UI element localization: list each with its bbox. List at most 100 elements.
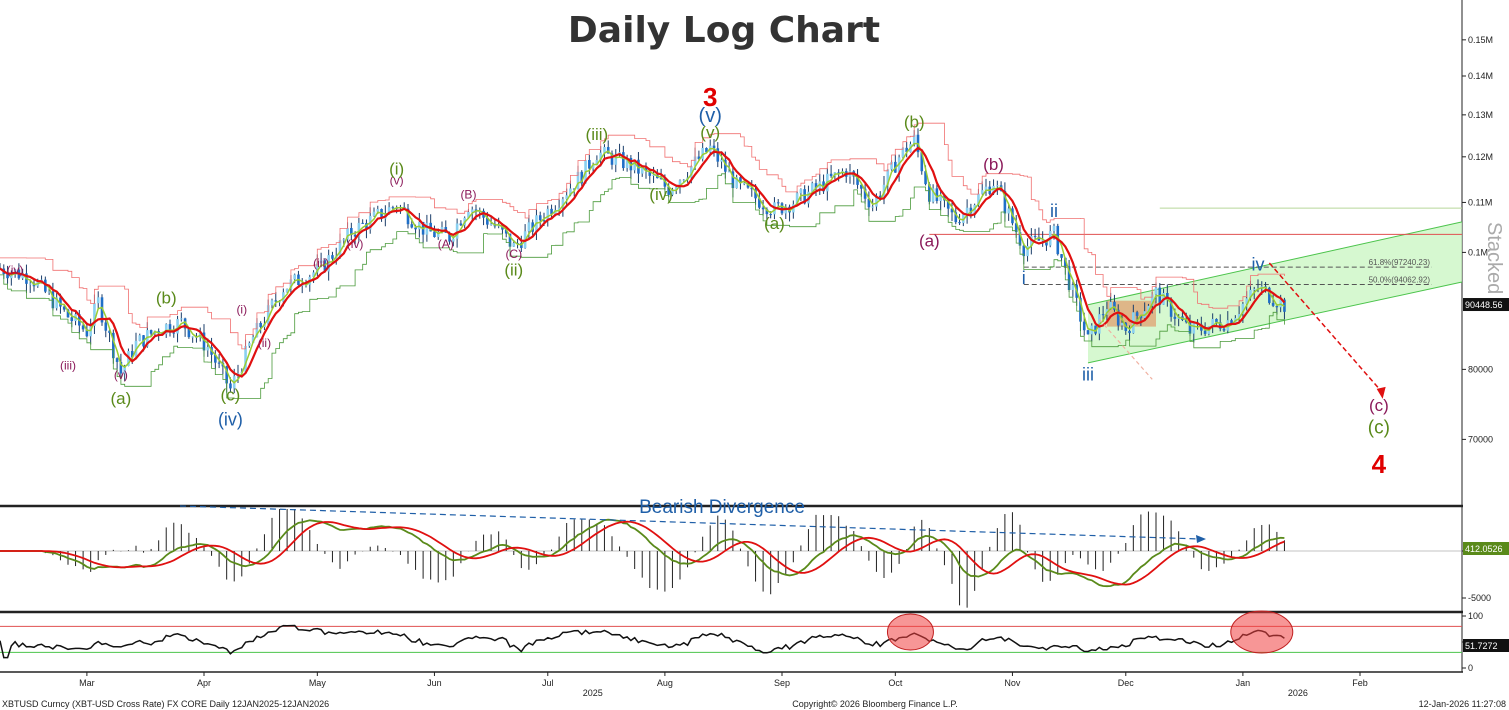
candle-body — [1169, 299, 1173, 317]
candle-body — [591, 165, 595, 169]
candle-body — [361, 222, 364, 224]
candle-body — [28, 283, 32, 285]
candle-body — [448, 232, 451, 242]
candle-body — [251, 337, 255, 343]
candle-body — [176, 319, 179, 334]
candle-body — [1249, 289, 1252, 299]
fib-label-1: 50.0%(94062.92) — [1369, 275, 1431, 284]
candle-body — [1279, 299, 1282, 308]
y-tick-label-4: 0.12M — [1468, 152, 1493, 162]
candle-body — [1094, 325, 1097, 334]
candle-body — [1014, 223, 1018, 233]
candle-body — [742, 183, 746, 185]
candle-body — [486, 217, 489, 225]
candle-body — [1203, 330, 1207, 334]
candle-body — [452, 238, 455, 242]
candle-body — [13, 269, 17, 274]
candle-body — [697, 156, 701, 160]
candle-body — [799, 189, 803, 194]
lower-trailing-line — [0, 173, 1285, 399]
candle-body — [1052, 225, 1056, 232]
candle-body — [1041, 239, 1044, 241]
candle-body — [1018, 232, 1022, 246]
x-tick-label-6: Sep — [774, 678, 790, 688]
wave-label-25: (b) — [983, 155, 1004, 174]
candle-body — [1192, 322, 1196, 334]
candle-body — [935, 188, 939, 201]
candle-body — [954, 212, 958, 223]
candle-body — [266, 305, 270, 324]
candle-body — [603, 147, 606, 153]
candle-body — [391, 207, 395, 209]
candle-body — [897, 157, 901, 173]
candle-body — [557, 207, 561, 211]
candle-body — [765, 209, 769, 215]
x-tick-label-5: Aug — [657, 678, 673, 688]
wave-label-23: (b) — [904, 112, 925, 131]
x-tick-label-3: Jun — [427, 678, 442, 688]
candle-body — [414, 227, 417, 230]
wave-label-1: (iii) — [60, 358, 76, 372]
candle-body — [323, 260, 327, 272]
candle-body — [512, 243, 516, 247]
candle-body — [946, 200, 950, 209]
y-tick-label-3: 0.11M — [1468, 197, 1492, 207]
wave-label-5: (c) — [221, 386, 241, 405]
candle-body — [387, 207, 391, 215]
wave-label-10: (iv) — [347, 237, 364, 251]
candle-body — [146, 330, 149, 347]
candle-body — [890, 161, 893, 170]
rsi-tag: 51.7272 — [1465, 641, 1498, 651]
candle-body — [1033, 236, 1037, 238]
candle-body — [724, 159, 727, 172]
candle-body — [66, 309, 70, 318]
wave-label-11: (v) — [390, 174, 404, 188]
candle-body — [1082, 321, 1086, 331]
candle-body — [436, 231, 440, 238]
candle-body — [1150, 294, 1154, 306]
candle-body — [1116, 309, 1120, 326]
candle-body — [1113, 301, 1116, 310]
fib-label-0: 61.8%(97240.23) — [1369, 258, 1431, 267]
candle-body — [731, 171, 735, 189]
divergence-label: Bearish Divergence — [639, 497, 805, 518]
candle-body — [440, 227, 444, 232]
macd-tick-label-1: -5000 — [1468, 593, 1491, 603]
candle-body — [659, 178, 663, 180]
candle-body — [871, 206, 874, 208]
candle-body — [1184, 320, 1188, 323]
wave-label-12: (i) — [389, 160, 404, 179]
candle-body — [217, 362, 221, 364]
wave-label-3: (a) — [110, 389, 131, 408]
candle-body — [353, 234, 357, 237]
x-tick-label-10: Jan — [1236, 678, 1251, 688]
candle-body — [531, 222, 534, 232]
candle-body — [1154, 287, 1158, 295]
candle-body — [508, 233, 512, 247]
candle-body — [1071, 284, 1075, 290]
candle-body — [338, 240, 342, 257]
candle-body — [81, 325, 85, 330]
candle-body — [1218, 322, 1222, 329]
candle-body — [1101, 314, 1105, 316]
upper-trailing-line — [0, 122, 1285, 350]
candle-body — [1241, 303, 1245, 315]
y-tick-label-2: 0.1M — [1468, 247, 1488, 257]
candle-body — [969, 207, 973, 214]
candle-body — [1275, 305, 1279, 308]
candle-body — [958, 222, 961, 224]
candle-body — [1067, 266, 1071, 290]
candle-body — [455, 223, 459, 239]
candle-body — [350, 227, 353, 235]
candle-body — [920, 152, 924, 172]
candle-body — [867, 198, 871, 208]
candle-body — [470, 209, 474, 212]
candle-body — [1147, 305, 1150, 312]
candle-body — [561, 199, 565, 208]
candle-body — [47, 291, 51, 293]
candle-body — [206, 346, 210, 351]
wave-label-29: iv — [1252, 254, 1265, 274]
candle-body — [939, 195, 942, 201]
macd-tag-bg — [1463, 542, 1509, 555]
candle-body — [701, 147, 704, 160]
